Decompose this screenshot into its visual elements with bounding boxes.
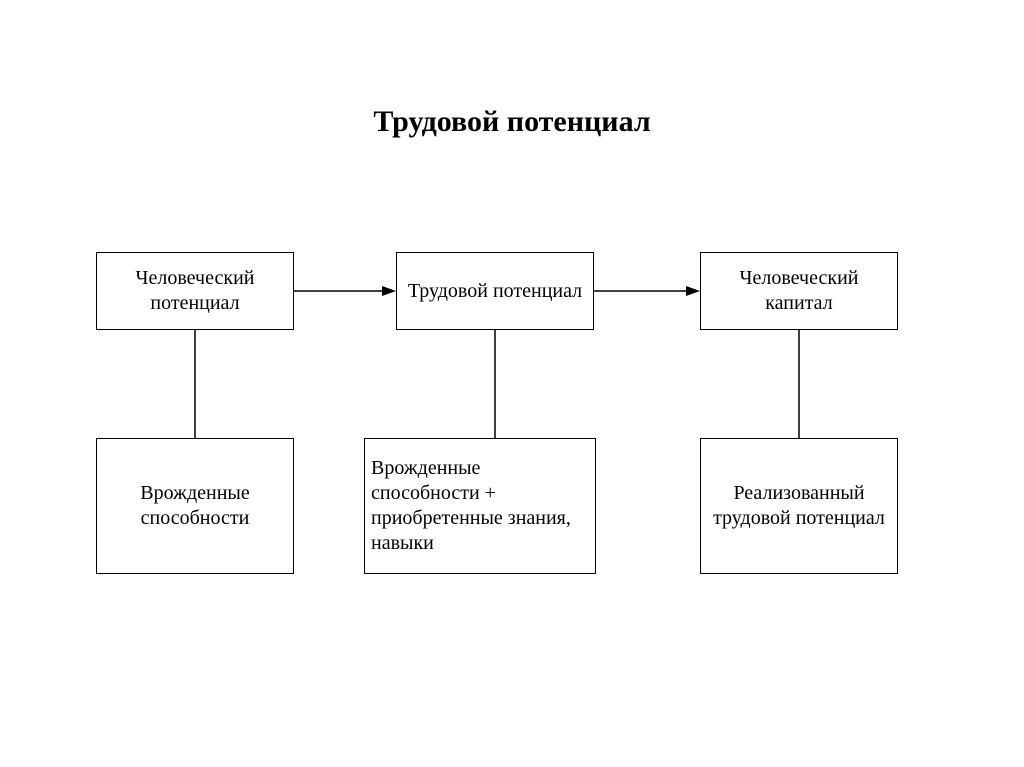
node-label: Врожденные способности [103,481,287,531]
node-label: Человеческий капитал [707,266,891,316]
node-label: Трудовой потенциал [408,279,582,304]
node-realized-labor-potential: Реализованный трудовой потенциал [700,438,898,574]
node-human-capital: Человеческий капитал [700,252,898,330]
node-innate-abilities: Врожденные способности [96,438,294,574]
node-labor-potential: Трудовой потенциал [396,252,594,330]
node-innate-plus-acquired: Врожденные способности + приобретенные з… [364,438,596,574]
node-label: Реализованный трудовой потенциал [707,481,891,531]
node-label: Врожденные способности + приобретенные з… [371,456,589,556]
node-human-potential: Человеческий потенциал [96,252,294,330]
diagram-canvas: Трудовой потенциал Человеческий потенциа… [0,0,1024,767]
diagram-title: Трудовой потенциал [0,105,1024,139]
node-label: Человеческий потенциал [103,266,287,316]
